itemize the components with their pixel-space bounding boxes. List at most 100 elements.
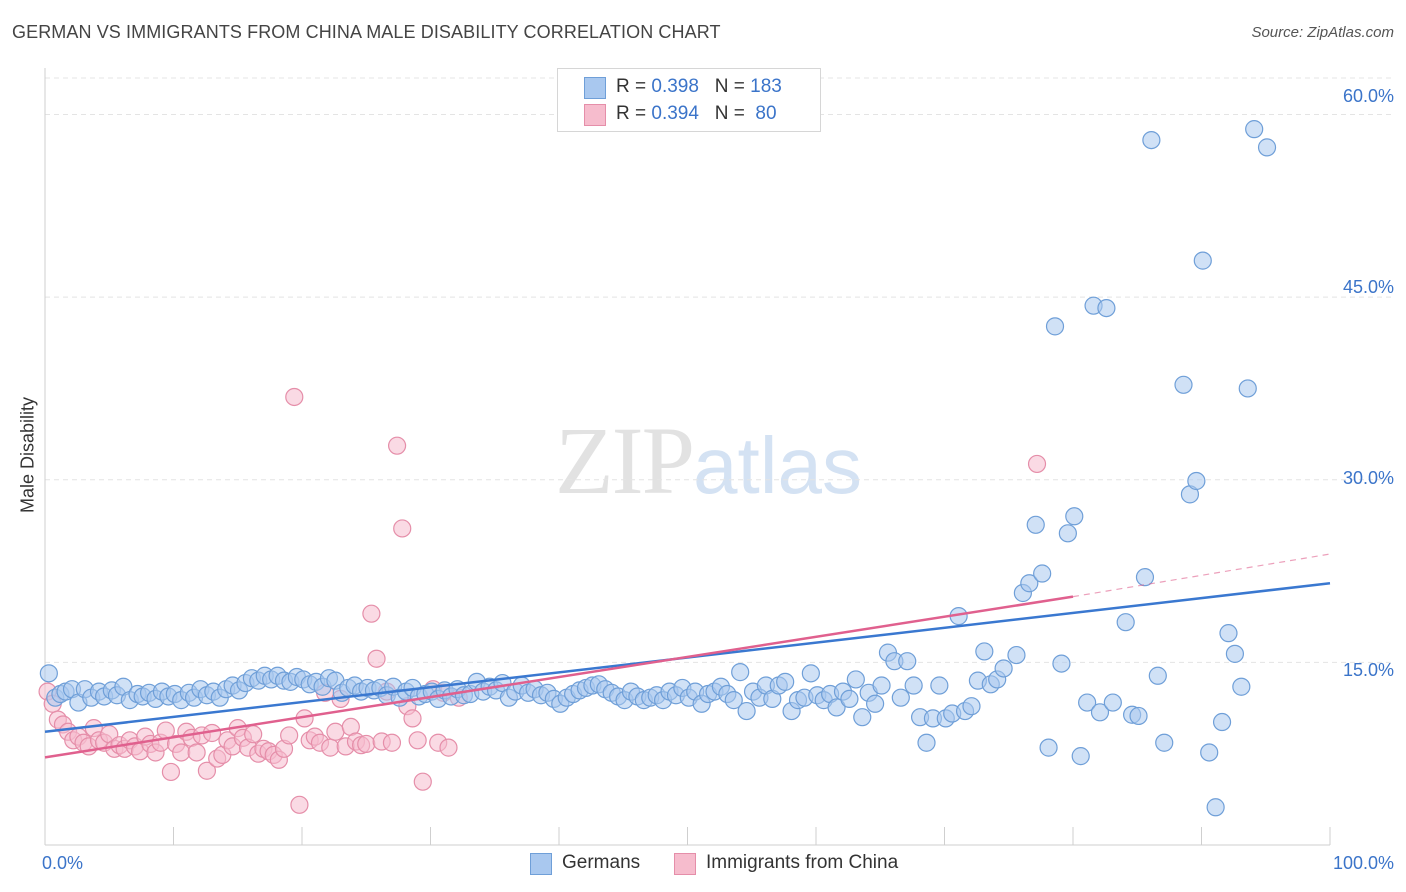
china-point (161, 762, 181, 782)
germans-point (1090, 703, 1110, 722)
y-tick-label: 30.0% (1342, 468, 1394, 488)
n-value: 183 (750, 76, 782, 97)
trend-lines (44, 553, 1331, 759)
n-value: 80 (750, 103, 777, 124)
china-point (439, 738, 458, 757)
germans-point (1200, 743, 1219, 762)
germans-point (1033, 564, 1052, 583)
germans-legend-label: Germans (562, 852, 641, 873)
y-tick-label: 45.0% (1342, 277, 1394, 297)
source-label: Source: ZipAtlas.com (1251, 24, 1394, 41)
germans-point (846, 670, 865, 689)
china-legend-swatch (674, 853, 696, 875)
china-point (280, 726, 299, 745)
germans-point (975, 642, 994, 661)
germans-point (1219, 624, 1238, 643)
germans-point (1007, 645, 1026, 665)
germans-point (1155, 733, 1174, 752)
germans-point (1232, 677, 1251, 696)
germans-point (840, 689, 859, 709)
germans-point (1187, 471, 1206, 491)
china-point (197, 761, 217, 780)
germans-point (1071, 747, 1090, 766)
germans-point (994, 659, 1013, 678)
china-trend-line (44, 595, 1074, 759)
r-label: R = (616, 76, 652, 97)
germans-point (898, 652, 917, 671)
china-point (357, 734, 376, 754)
germans-point (731, 663, 750, 682)
germans-point (1245, 120, 1264, 139)
n-label: N = (714, 103, 751, 124)
germans-swatch (584, 77, 606, 99)
china-swatch (584, 104, 606, 126)
china-trend-extension (1072, 553, 1331, 598)
china-points (38, 387, 1047, 814)
germans-point (1148, 666, 1167, 685)
germans-point (1116, 613, 1135, 632)
china-point (413, 772, 432, 791)
grid-lines (45, 77, 1395, 663)
germans-point (1026, 515, 1045, 534)
y-tick-label: 60.0% (1342, 86, 1394, 106)
china-point (172, 743, 191, 762)
germans-point (776, 672, 795, 691)
germans-point (1052, 654, 1071, 673)
germans-points (39, 120, 1277, 817)
germans-point (737, 701, 756, 721)
germans-point (1045, 317, 1065, 336)
germans-point (1078, 693, 1097, 712)
germans-point (1238, 379, 1257, 398)
germans-point (1174, 375, 1193, 394)
china-point (382, 733, 402, 752)
germans-point (1020, 574, 1039, 593)
watermark-atlas: atlas (693, 421, 862, 510)
china-point (408, 731, 427, 750)
germans-point (1097, 299, 1116, 318)
germans-point (1103, 693, 1122, 712)
x-tick-label-max: 100.0% (1332, 853, 1394, 873)
x-tick-label-min: 0.0% (42, 853, 84, 873)
germans-legend-swatch (530, 853, 552, 875)
china-point (290, 795, 309, 814)
china-point (393, 519, 412, 538)
china-point (285, 387, 304, 407)
y-tick-label: 15.0% (1342, 660, 1394, 680)
germans-point (827, 698, 846, 717)
watermark: ZIPatlas (555, 405, 862, 516)
germans-point (1212, 712, 1232, 732)
germans-point (1206, 798, 1225, 817)
germans-point (1039, 738, 1058, 757)
germans-point (872, 676, 891, 695)
germans-point (1135, 568, 1155, 587)
germans-point (853, 708, 872, 727)
correlation-legend: R = 0.398 N = 183 R = 0.394 N = 80 (557, 68, 821, 132)
china-point (321, 738, 340, 757)
germans-point (866, 694, 885, 713)
germans-point (1193, 251, 1212, 270)
r-label: R = (616, 103, 652, 124)
china-point (387, 436, 407, 455)
axes (44, 68, 1331, 846)
germans-point (962, 697, 981, 716)
germans-point (904, 676, 923, 695)
germans-point (801, 664, 820, 683)
china-point (1027, 454, 1047, 474)
china-point (244, 725, 263, 744)
germans-point (1058, 524, 1077, 543)
germans-point (917, 733, 936, 752)
chart-title: GERMAN VS IMMIGRANTS FROM CHINA MALE DIS… (12, 22, 721, 42)
china-point (326, 722, 345, 741)
germans-point (724, 691, 743, 710)
china-point (403, 709, 422, 728)
china-point (187, 743, 206, 762)
y-axis-label: Male Disability (17, 396, 38, 514)
germans-point (891, 688, 910, 707)
n-label: N = (714, 76, 751, 97)
germans-point (1142, 130, 1161, 150)
germans-point (1065, 507, 1084, 526)
germans-point (1257, 138, 1277, 157)
germans-point (1129, 706, 1148, 726)
watermark-zip: ZIP (555, 407, 695, 514)
